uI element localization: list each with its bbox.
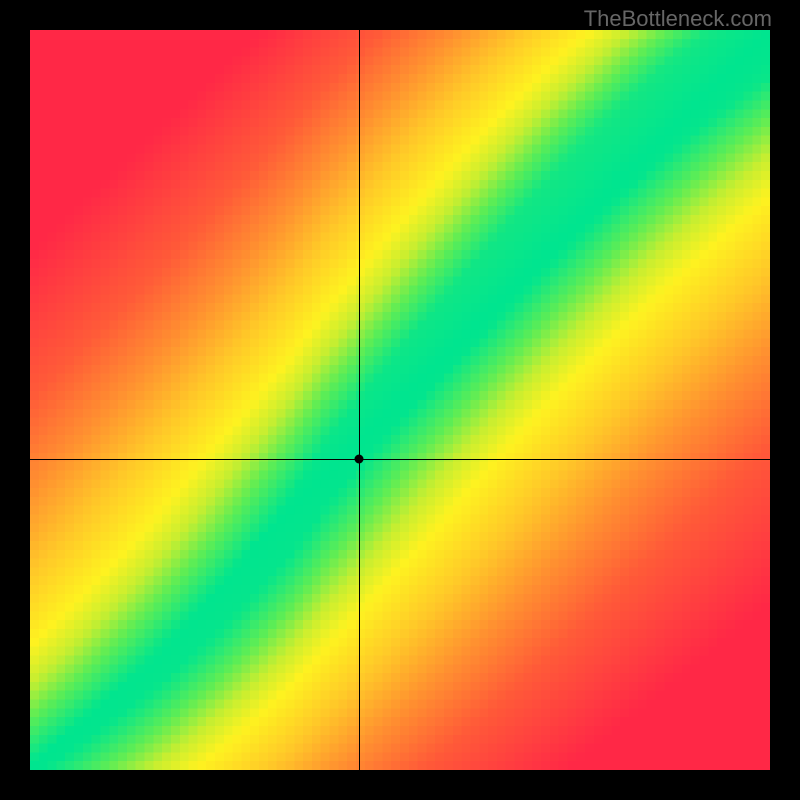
crosshair-vertical xyxy=(359,30,360,770)
crosshair-marker-dot xyxy=(355,455,364,464)
heatmap-canvas xyxy=(30,30,770,770)
heatmap-plot xyxy=(30,30,770,770)
watermark-text: TheBottleneck.com xyxy=(584,6,772,32)
crosshair-horizontal xyxy=(30,459,770,460)
